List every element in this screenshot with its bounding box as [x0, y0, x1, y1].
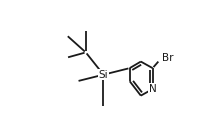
Text: Si: Si: [99, 70, 108, 80]
Text: N: N: [149, 84, 157, 94]
Text: Br: Br: [162, 53, 174, 63]
